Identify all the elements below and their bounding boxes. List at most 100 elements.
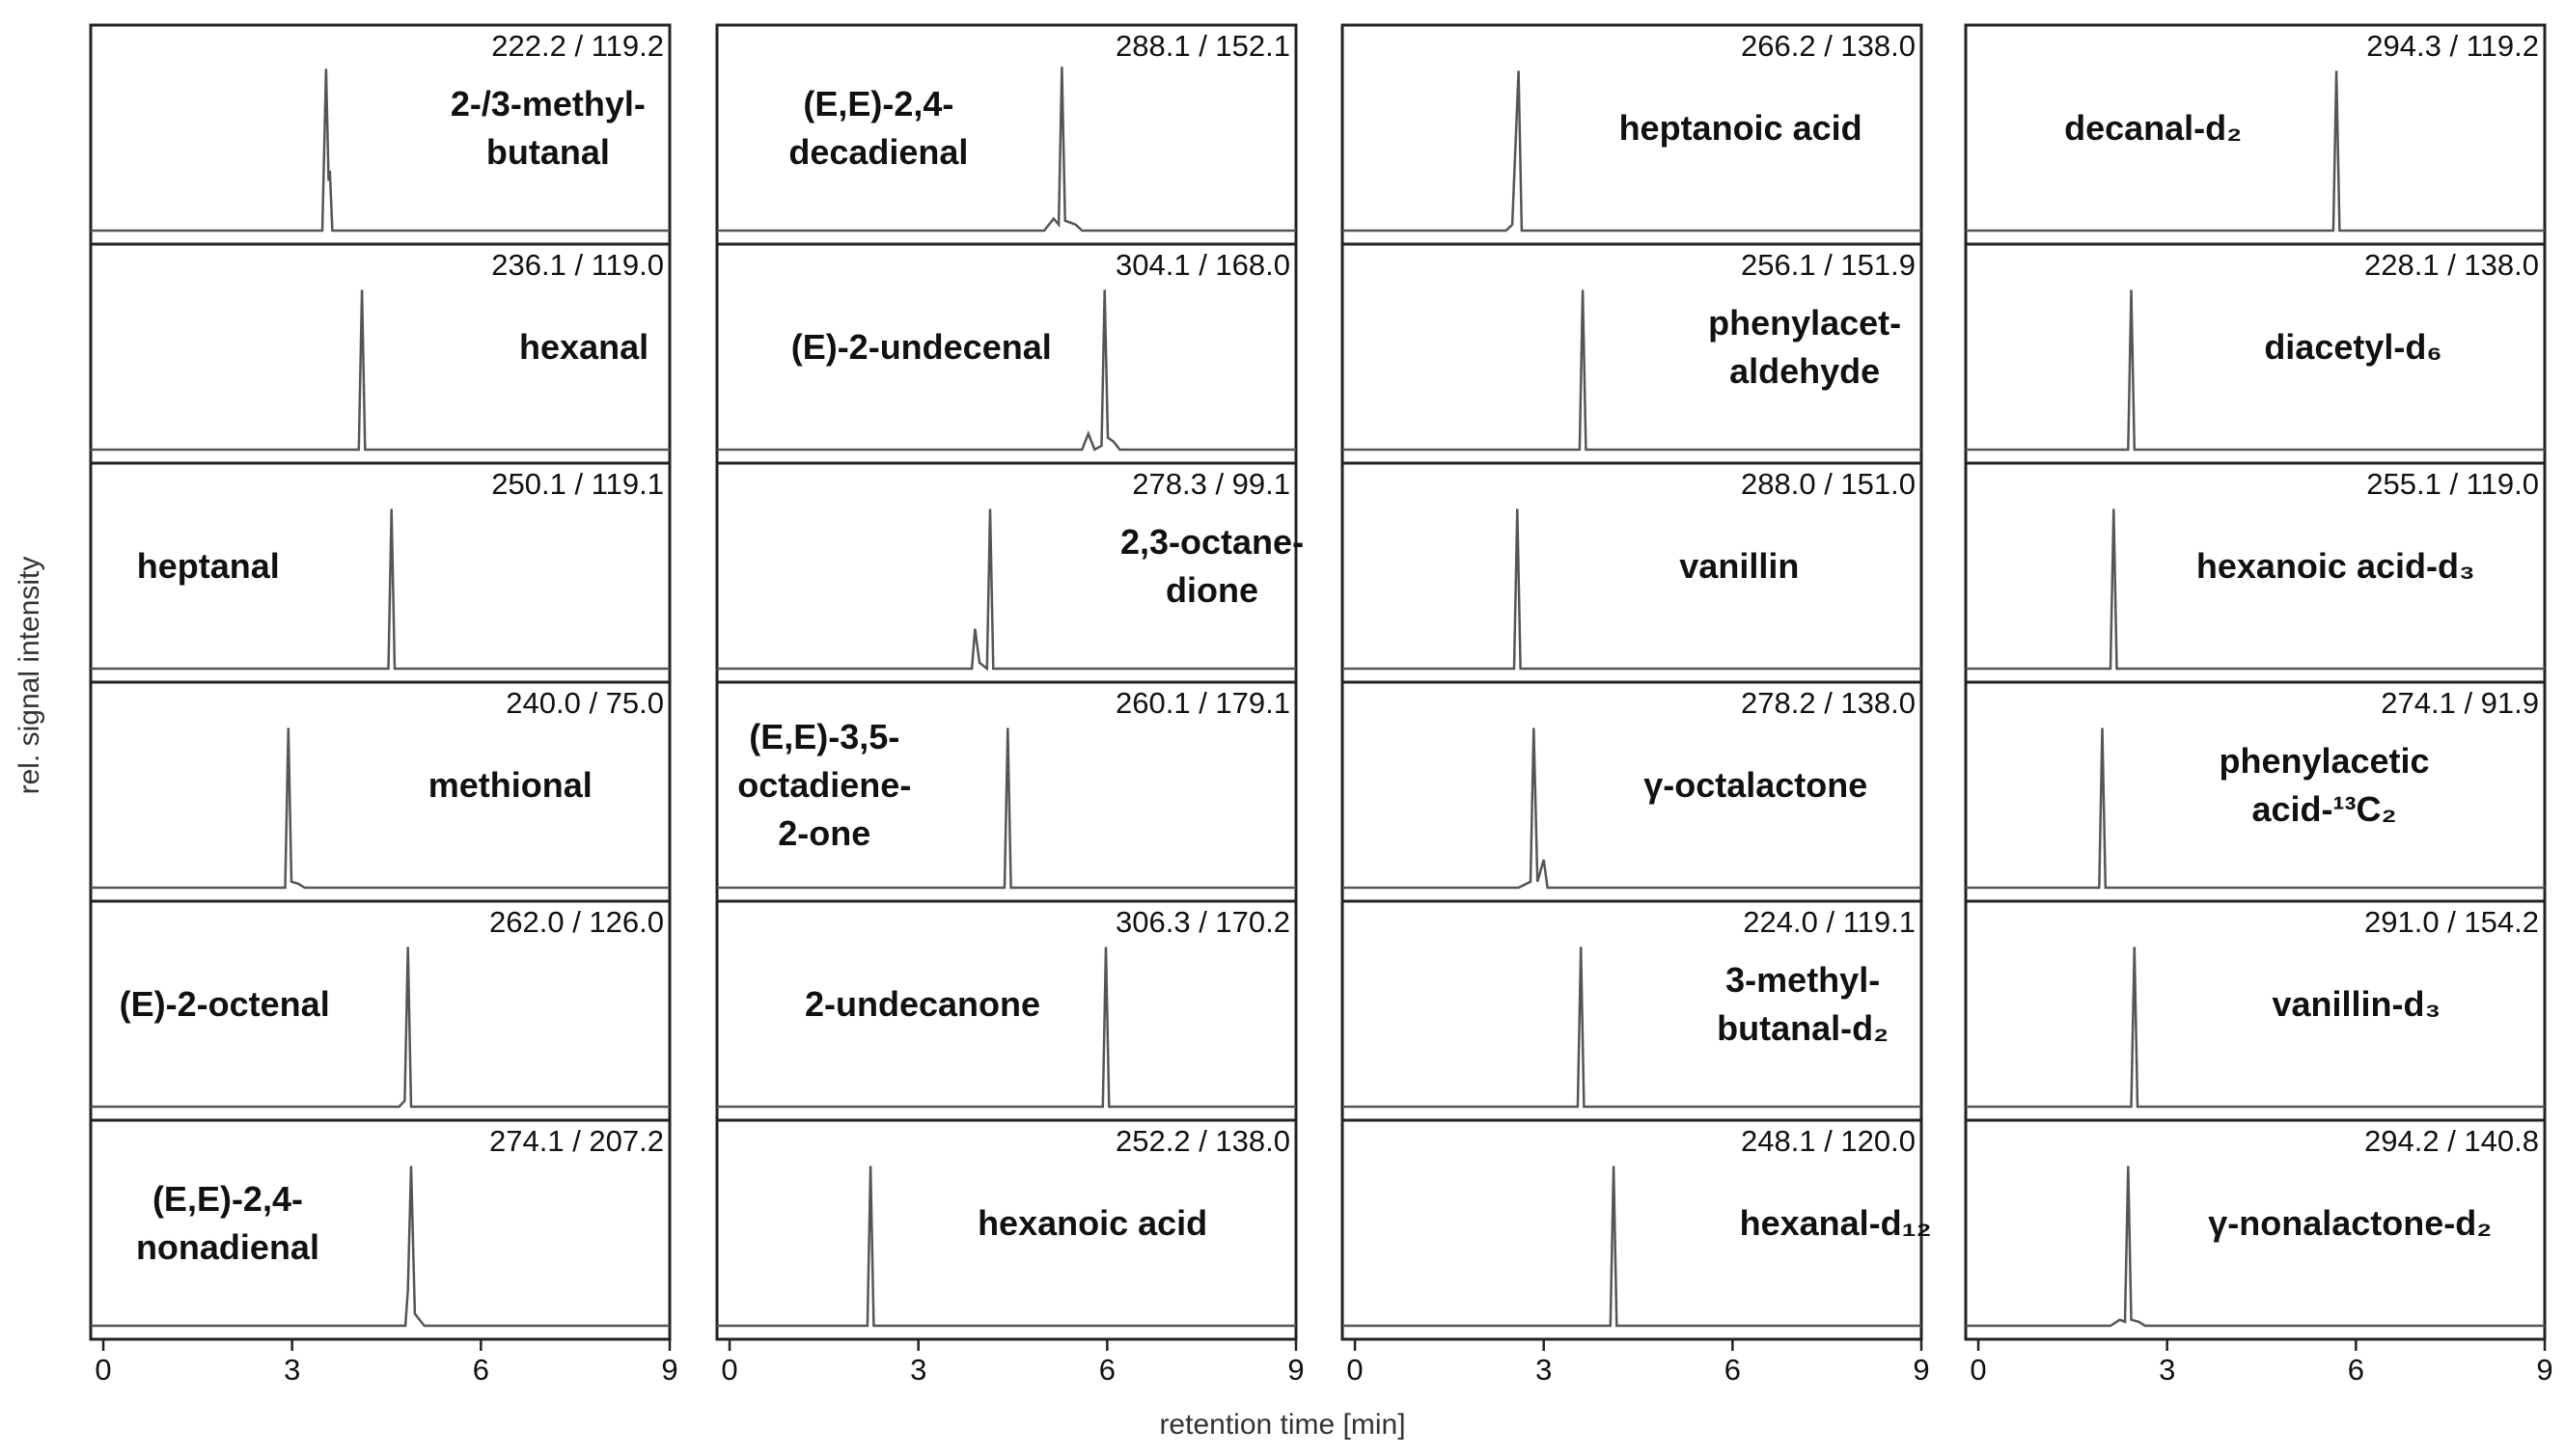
transition-label: 262.0 / 126.0 (489, 905, 664, 939)
chromatogram (1966, 70, 2545, 233)
x-tick-label: 3 (910, 1353, 926, 1387)
compound-label: 2-/3-methyl- (451, 84, 646, 124)
compound-label: dione (1166, 570, 1258, 610)
chromatogram (717, 289, 1296, 452)
transition-label: 260.1 / 179.1 (1116, 686, 1290, 720)
transition-label: 278.2 / 138.0 (1741, 686, 1916, 720)
transition-label: 266.2 / 138.0 (1741, 29, 1916, 63)
compound-label: butanal-d₂ (1717, 1008, 1889, 1048)
transition-label: 306.3 / 170.2 (1116, 905, 1290, 939)
compound-label: (E,E)-2,4- (152, 1179, 303, 1219)
x-tick-label: 6 (2348, 1353, 2364, 1387)
compound-label: heptanoic acid (1619, 108, 1862, 148)
transition-label: 304.1 / 168.0 (1116, 248, 1290, 282)
x-tick-label: 0 (721, 1353, 737, 1387)
transition-label: 291.0 / 154.2 (2364, 905, 2539, 939)
transition-label: 288.1 / 152.1 (1116, 29, 1290, 63)
x-tick-label: 9 (1913, 1353, 1929, 1387)
compound-label: γ-octalactone (1643, 765, 1867, 805)
chromatogram (1966, 728, 2545, 890)
chromatogram (717, 728, 1296, 890)
x-tick-label: 0 (1346, 1353, 1363, 1387)
chromatogram (91, 289, 670, 452)
transition-label: 294.3 / 119.2 (2366, 29, 2539, 63)
transition-label: 224.0 / 119.1 (1743, 905, 1916, 939)
x-tick-label: 3 (284, 1353, 300, 1387)
transition-label: 236.1 / 119.0 (491, 248, 664, 282)
transition-label: 250.1 / 119.1 (491, 467, 664, 501)
transition-label: 288.0 / 151.0 (1741, 467, 1916, 501)
x-axis-label: retention time [min] (1159, 1409, 1405, 1441)
x-tick-label: 3 (1535, 1353, 1552, 1387)
x-tick-label: 0 (1970, 1353, 1986, 1387)
compound-label: vanillin-d₃ (2272, 984, 2441, 1024)
compound-label: methional (428, 765, 593, 805)
chromatogram (91, 1166, 670, 1328)
compound-label: 2-one (778, 813, 870, 853)
x-tick-label: 6 (1724, 1353, 1741, 1387)
chromatogram (717, 67, 1296, 233)
transition-label: 278.3 / 99.1 (1132, 467, 1290, 501)
chromatogram (1966, 508, 2545, 671)
chromatogram (91, 508, 670, 671)
transition-label: 274.1 / 91.9 (2381, 686, 2539, 720)
compound-label: (E)-2-undecenal (791, 327, 1052, 367)
transition-label: 252.2 / 138.0 (1116, 1124, 1290, 1158)
transition-label: 228.1 / 138.0 (2364, 248, 2539, 282)
compound-label: hexanal (519, 327, 648, 367)
chromatogram (1342, 70, 1921, 233)
compound-label: (E)-2-octenal (120, 984, 330, 1024)
transition-label: 256.1 / 151.9 (1741, 248, 1916, 282)
compound-label: phenylacetic (2219, 741, 2429, 781)
x-tick-label: 9 (1287, 1353, 1304, 1387)
chromatogram (717, 508, 1296, 672)
panel-frame (1964, 1118, 2547, 1341)
y-axis-label: rel. signal intensity (14, 557, 45, 795)
compound-label: 3-methyl- (1725, 960, 1880, 1000)
chromatogram (1966, 1166, 2545, 1328)
chromatogram (1342, 728, 1921, 890)
x-tick-label: 3 (2159, 1353, 2175, 1387)
compound-label: hexanoic acid-d₃ (2196, 546, 2475, 586)
chromatogram (1342, 289, 1921, 452)
x-tick-label: 9 (661, 1353, 677, 1387)
compound-label: heptanal (137, 546, 280, 586)
chromatogram (717, 947, 1296, 1109)
x-tick-label: 6 (473, 1353, 489, 1387)
compound-label: (E,E)-2,4- (803, 84, 953, 124)
panel-frame (89, 1118, 672, 1341)
compound-label: octadiene- (737, 765, 911, 805)
chromatogram (1966, 947, 2545, 1109)
x-tick-label: 6 (1099, 1353, 1116, 1387)
transition-label: 222.2 / 119.2 (491, 29, 664, 63)
compound-label: 2,3-octane- (1120, 522, 1304, 562)
compound-label: diacetyl-d₆ (2264, 327, 2441, 367)
compound-label: aldehyde (1729, 351, 1880, 391)
x-tick-label: 0 (95, 1353, 111, 1387)
transition-label: 274.1 / 207.2 (489, 1124, 664, 1158)
compound-label: hexanal-d₁₂ (1740, 1203, 1932, 1243)
chromatogram (91, 728, 670, 890)
compound-label: decanal-d₂ (2064, 108, 2242, 148)
chromatogram (1342, 947, 1921, 1109)
chromatogram (1342, 1166, 1921, 1328)
compound-label: γ-nonalactone-d₂ (2208, 1203, 2492, 1243)
panel-frame (1340, 1118, 1923, 1341)
compound-label: (E,E)-3,5- (749, 717, 899, 756)
transition-label: 294.2 / 140.8 (2364, 1124, 2539, 1158)
compound-label: acid-¹³C₂ (2252, 789, 2397, 829)
compound-label: vanillin (1679, 546, 1799, 586)
compound-label: nonadienal (136, 1227, 319, 1267)
transition-label: 255.1 / 119.0 (2366, 467, 2539, 501)
panel-frame (715, 1118, 1298, 1341)
compound-label: 2-undecanone (805, 984, 1040, 1024)
chromatogram (1966, 289, 2545, 452)
transition-label: 240.0 / 75.0 (506, 686, 664, 720)
transition-label: 248.1 / 120.0 (1741, 1124, 1916, 1158)
compound-label: hexanoic acid (978, 1203, 1207, 1243)
chromatogram (91, 947, 670, 1109)
chromatogram (1342, 508, 1921, 671)
chromatogram (91, 69, 670, 233)
compound-label: butanal (486, 132, 610, 172)
